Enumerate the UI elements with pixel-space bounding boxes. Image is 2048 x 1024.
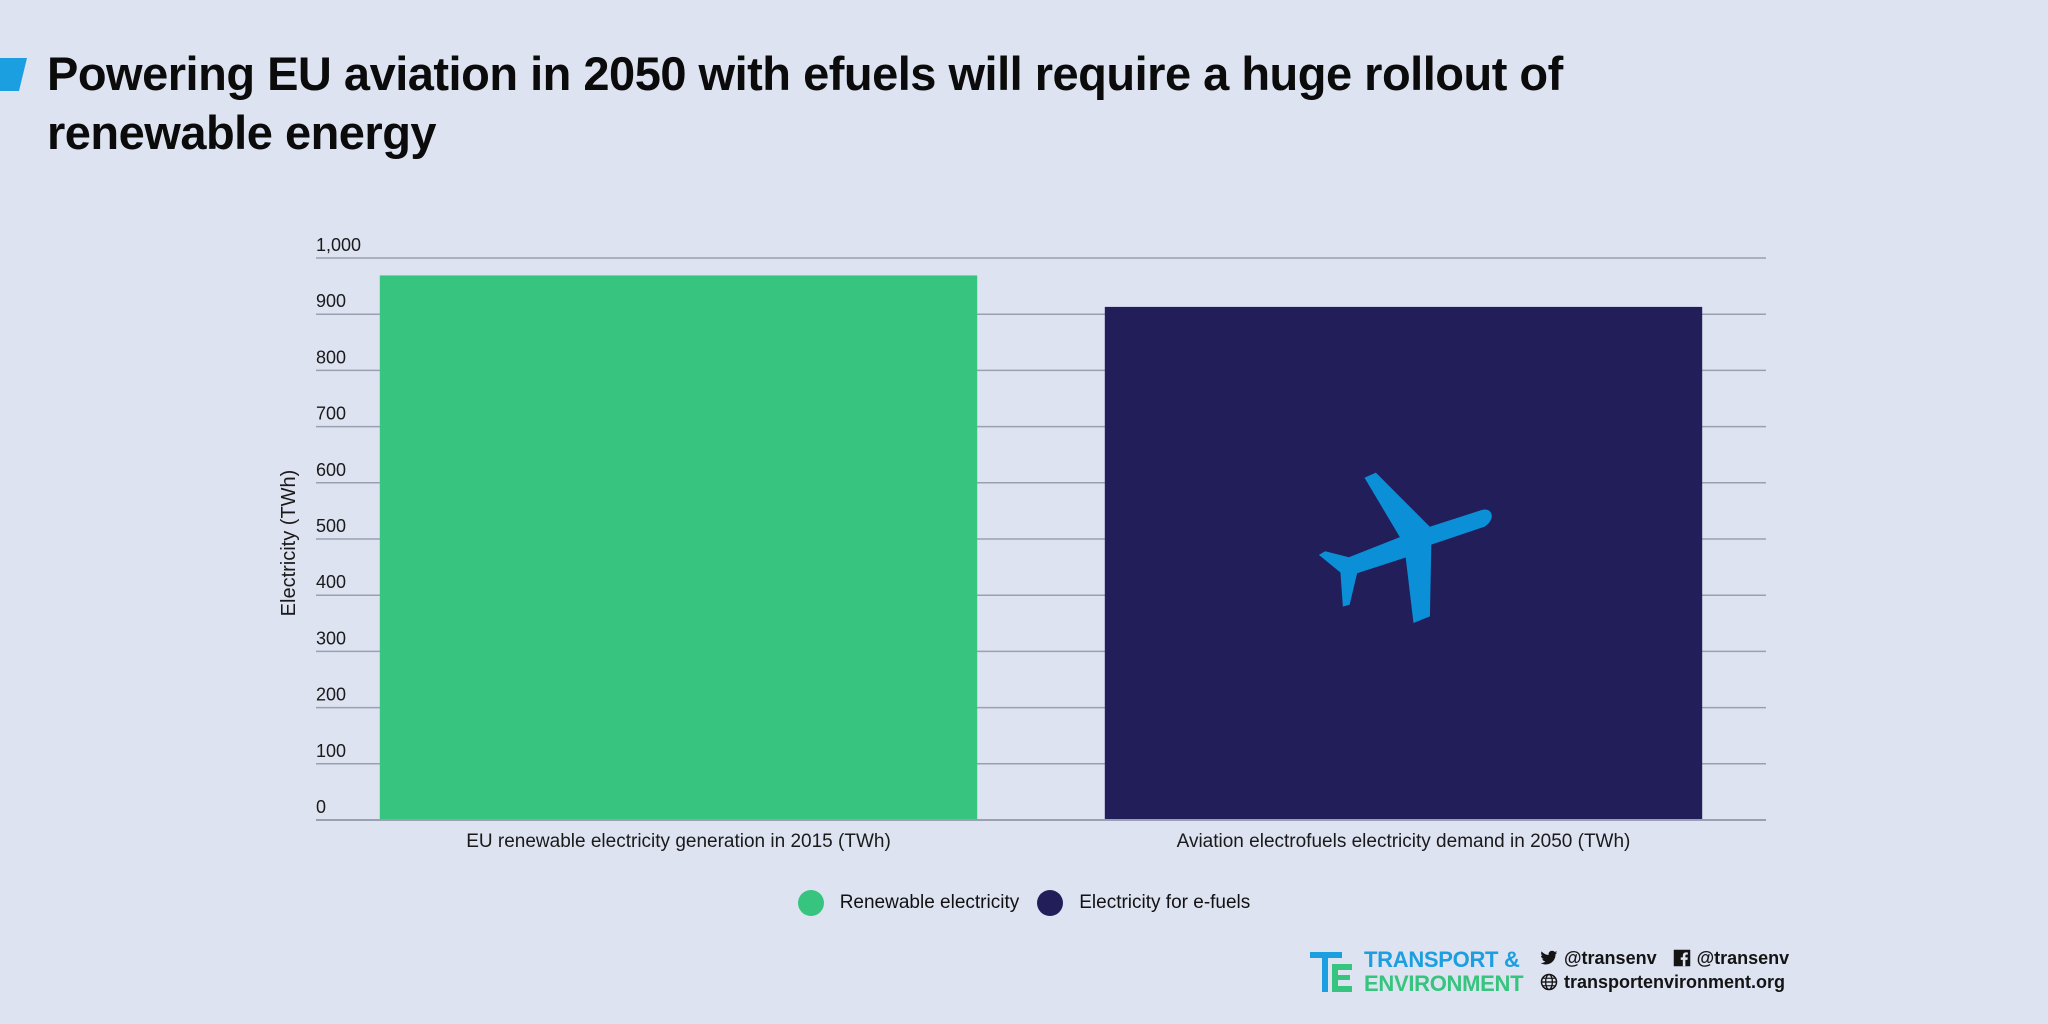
bar-0	[379, 275, 978, 820]
y-tick-label-900: 900	[316, 291, 346, 311]
y-tick-label-600: 600	[316, 460, 346, 480]
twitter-icon	[1540, 950, 1558, 965]
website-link[interactable]: transportenvironment.org	[1564, 971, 1786, 992]
accent-tab	[0, 58, 27, 91]
globe-icon	[1540, 973, 1558, 991]
facebook-handle[interactable]: @transenv	[1696, 947, 1790, 968]
y-axis-label: Electricity (TWh)	[278, 470, 300, 617]
te-logo: TRANSPORT & ENVIRONMENT	[1310, 947, 1524, 996]
logo-text-line2: ENVIRONMENT	[1364, 971, 1524, 996]
legend-item-efuels: Electricity for e-fuels	[1037, 890, 1250, 916]
legend-swatch-renewable	[797, 890, 824, 916]
bar-1	[1104, 306, 1703, 820]
y-tick-label-200: 200	[316, 685, 346, 705]
te-logo-mark-icon	[1310, 952, 1352, 992]
legend-swatch-efuels	[1037, 890, 1064, 916]
y-tick-label-700: 700	[316, 404, 346, 424]
y-tick-label-100: 100	[316, 741, 346, 761]
x-category-label-1: Aviation electrofuels electricity demand…	[1177, 831, 1631, 852]
legend-label-renewable: Renewable electricity	[839, 892, 1020, 913]
footer: TRANSPORT & ENVIRONMENT @transenv @trans…	[1310, 944, 1789, 1004]
y-tick-label-400: 400	[316, 572, 346, 592]
y-tick-label-800: 800	[316, 347, 346, 367]
logo-text-line1: TRANSPORT &	[1364, 947, 1520, 972]
y-tick-label-1000: 1,000	[316, 235, 361, 255]
facebook-icon	[1673, 949, 1690, 967]
twitter-handle[interactable]: @transenv	[1564, 947, 1657, 968]
airplane-icon	[1318, 472, 1492, 623]
x-category-label-0: EU renewable electricity generation in 2…	[466, 831, 891, 852]
y-tick-label-500: 500	[316, 516, 346, 536]
legend-item-renewable: Renewable electricity	[797, 890, 1020, 916]
social-links: @transenv @transenv transportenvironment…	[1540, 946, 1789, 994]
y-tick-label-0: 0	[316, 797, 326, 817]
chart-legend: Renewable electricity Electricity for e-…	[0, 890, 2048, 916]
y-tick-label-300: 300	[316, 628, 346, 648]
legend-label-efuels: Electricity for e-fuels	[1079, 892, 1251, 913]
page-title: Powering EU aviation in 2050 with efuels…	[47, 47, 1563, 159]
